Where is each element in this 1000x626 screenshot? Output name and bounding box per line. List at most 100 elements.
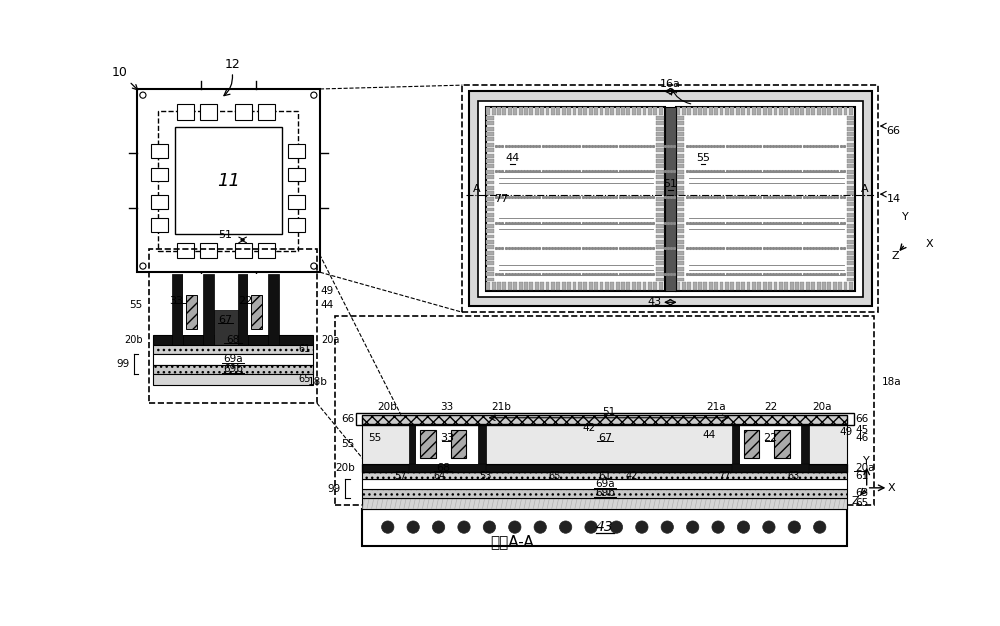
Bar bbox=[656, 126, 664, 131]
Bar bbox=[151, 168, 168, 182]
Bar bbox=[656, 165, 664, 168]
Bar bbox=[806, 282, 810, 290]
Text: 42: 42 bbox=[583, 423, 596, 433]
Bar bbox=[849, 108, 853, 115]
Bar bbox=[838, 282, 842, 290]
Bar bbox=[562, 282, 566, 290]
Bar bbox=[677, 213, 684, 217]
Circle shape bbox=[610, 521, 623, 533]
Text: 49: 49 bbox=[840, 428, 853, 438]
Bar bbox=[833, 282, 837, 290]
Text: 99: 99 bbox=[117, 359, 130, 369]
Text: 61: 61 bbox=[299, 344, 311, 354]
Bar bbox=[817, 108, 820, 115]
Text: 63: 63 bbox=[855, 488, 868, 498]
Text: 10: 10 bbox=[112, 66, 138, 90]
Bar bbox=[578, 108, 582, 115]
Circle shape bbox=[509, 521, 521, 533]
Circle shape bbox=[763, 521, 775, 533]
Bar bbox=[556, 282, 560, 290]
Bar bbox=[741, 282, 745, 290]
Bar bbox=[677, 159, 684, 163]
Bar bbox=[594, 108, 598, 115]
Bar bbox=[589, 282, 593, 290]
Text: 49: 49 bbox=[321, 285, 334, 295]
Bar bbox=[656, 240, 664, 244]
Bar bbox=[677, 202, 684, 206]
Circle shape bbox=[407, 521, 419, 533]
Circle shape bbox=[661, 521, 673, 533]
Bar bbox=[693, 282, 697, 290]
Bar bbox=[847, 132, 854, 136]
Bar bbox=[847, 250, 854, 255]
Bar bbox=[486, 262, 494, 265]
Bar bbox=[784, 108, 788, 115]
Bar bbox=[469, 91, 872, 306]
Text: A: A bbox=[861, 184, 868, 194]
Bar bbox=[524, 282, 528, 290]
Bar bbox=[486, 192, 494, 195]
Bar bbox=[801, 424, 809, 464]
Bar bbox=[497, 108, 501, 115]
Bar bbox=[621, 282, 625, 290]
Bar bbox=[486, 213, 494, 217]
Bar bbox=[656, 213, 664, 217]
Bar bbox=[698, 108, 702, 115]
Bar bbox=[486, 277, 494, 282]
Bar bbox=[677, 121, 684, 125]
Text: 20a: 20a bbox=[813, 402, 832, 412]
Text: 22: 22 bbox=[763, 433, 778, 443]
Text: 18a: 18a bbox=[882, 377, 902, 387]
Bar bbox=[486, 256, 494, 260]
Text: 20b: 20b bbox=[335, 463, 355, 473]
Text: 14: 14 bbox=[887, 193, 901, 203]
Bar bbox=[643, 108, 646, 115]
Bar bbox=[151, 218, 168, 232]
Bar bbox=[486, 138, 494, 141]
Bar bbox=[583, 282, 587, 290]
Bar bbox=[486, 245, 494, 249]
Bar bbox=[362, 464, 847, 471]
Bar bbox=[362, 471, 847, 480]
Text: 18b: 18b bbox=[308, 377, 328, 387]
Bar bbox=[335, 316, 874, 505]
Bar bbox=[768, 282, 772, 290]
Bar bbox=[730, 282, 734, 290]
Bar bbox=[847, 197, 854, 200]
Bar bbox=[626, 282, 630, 290]
Bar bbox=[676, 106, 855, 290]
Circle shape bbox=[559, 521, 572, 533]
Bar bbox=[656, 229, 664, 233]
Bar bbox=[784, 282, 788, 290]
Bar bbox=[573, 282, 576, 290]
Text: 44: 44 bbox=[321, 300, 334, 310]
Bar bbox=[567, 282, 571, 290]
Circle shape bbox=[712, 521, 724, 533]
Bar bbox=[158, 111, 298, 250]
Bar bbox=[529, 108, 533, 115]
Bar bbox=[833, 108, 837, 115]
Bar bbox=[562, 108, 566, 115]
Bar bbox=[535, 108, 539, 115]
Bar bbox=[551, 282, 555, 290]
Bar bbox=[556, 108, 560, 115]
Text: 69b: 69b bbox=[223, 364, 243, 374]
Text: 55: 55 bbox=[696, 153, 710, 163]
Bar bbox=[513, 108, 517, 115]
Bar bbox=[677, 192, 684, 195]
Text: 66: 66 bbox=[887, 126, 901, 136]
Bar bbox=[677, 245, 684, 249]
Text: 33: 33 bbox=[440, 402, 454, 412]
Bar bbox=[847, 186, 854, 190]
Bar bbox=[486, 126, 494, 131]
Bar bbox=[656, 223, 664, 228]
Bar bbox=[656, 153, 664, 158]
Bar bbox=[268, 274, 279, 345]
Bar bbox=[763, 108, 767, 115]
Bar bbox=[847, 138, 854, 141]
Text: 22: 22 bbox=[238, 295, 252, 305]
Bar bbox=[648, 282, 652, 290]
Bar bbox=[172, 274, 183, 345]
Bar bbox=[656, 132, 664, 136]
Bar bbox=[502, 108, 506, 115]
